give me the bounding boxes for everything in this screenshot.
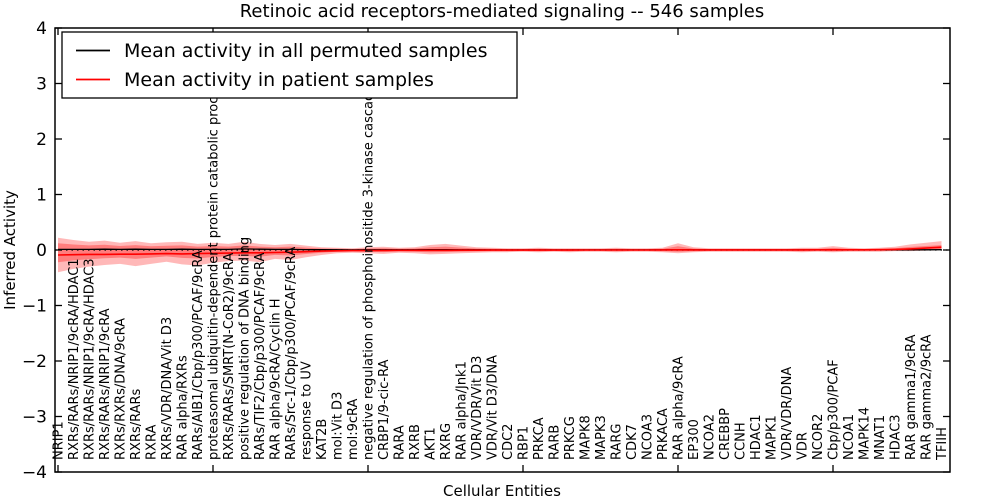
x-category-label: mol:Vit D3 bbox=[331, 392, 346, 460]
y-tick-label: 3 bbox=[36, 75, 47, 95]
x-category-label: TFIIH bbox=[935, 427, 950, 461]
x-category-label: negative regulation of phosphoinositide … bbox=[362, 85, 377, 460]
band-inner bbox=[58, 243, 942, 263]
y-axis-label: Inferred Activity bbox=[1, 190, 19, 310]
legend: Mean activity in all permuted samples Mea… bbox=[61, 31, 518, 99]
y-tick-label: −4 bbox=[22, 463, 47, 483]
x-category-label: RAR alpha/9cRA/Cyclin H bbox=[269, 299, 284, 460]
x-category-label: VDR/VDR/Vit D3 bbox=[470, 356, 485, 460]
x-category-label: RARB bbox=[548, 425, 563, 460]
x-category-label: RXRs/VDR/DNA/Vit D3 bbox=[160, 317, 175, 460]
x-category-label: RXRs/RARs/SMRT(N-CoR2)/9cRA bbox=[222, 253, 237, 460]
x-category-label: PRKACA bbox=[656, 408, 671, 460]
x-category-label: MAPK3 bbox=[594, 415, 609, 460]
x-category-label: RAR gamma1/9cRA bbox=[904, 334, 919, 460]
x-category-label: NRIP1 bbox=[52, 421, 67, 460]
x-category-label: NCOA2 bbox=[703, 414, 718, 460]
x-category-label: MAPK1 bbox=[765, 415, 780, 460]
x-category-label: RXRs/RARs/NRIP1/9cRA bbox=[98, 308, 113, 460]
x-category-label: CDK7 bbox=[625, 424, 640, 460]
band-outer bbox=[58, 237, 942, 273]
x-category-label: response to UV bbox=[300, 361, 315, 460]
x-category-label: RARs/TIF2/Cbp/p300/PCAF/9cRA bbox=[253, 253, 268, 460]
y-tick-label: −3 bbox=[22, 408, 47, 428]
x-category-label: KAT2B bbox=[315, 419, 330, 460]
y-tick-label: −2 bbox=[22, 352, 47, 372]
x-category-label: HDAC1 bbox=[749, 414, 764, 460]
patient-mean-line bbox=[57, 246, 942, 256]
x-category-label: MAPK14 bbox=[858, 407, 873, 460]
x-category-label: CCNH bbox=[734, 422, 749, 460]
x-category-label: positive regulation of DNA binding bbox=[238, 237, 253, 460]
x-category-label: EP300 bbox=[687, 419, 702, 460]
x-category-label: RXRB bbox=[408, 424, 423, 460]
chart-title: Retinoic acid receptors-mediated signali… bbox=[240, 1, 765, 22]
x-category-label: VDR/Vit D3/DNA bbox=[486, 355, 501, 460]
x-category-label: RXRs/RARs/NRIP1/9cRA/HDAC1 bbox=[67, 258, 82, 460]
y-tick-label: 2 bbox=[36, 130, 47, 150]
x-category-label: CRBP1/9-cic-RA bbox=[377, 359, 392, 460]
x-category-label: VDR/VDR/DNA bbox=[780, 367, 795, 460]
x-category-label: RXRs/RARs bbox=[129, 388, 144, 460]
y-tick-label: −1 bbox=[22, 297, 47, 317]
x-category-label: MNAT1 bbox=[873, 415, 888, 460]
y-tick-label: 4 bbox=[36, 19, 47, 39]
x-category-label: MAPK8 bbox=[579, 415, 594, 460]
x-category-label: VDR bbox=[796, 432, 811, 460]
axis-ticks: 4 3 2 1 0 −1 −2 −3 −4 bbox=[22, 19, 950, 483]
x-category-label: NCOA3 bbox=[641, 414, 656, 460]
x-category-label: RAR alpha/Jnk1 bbox=[455, 361, 470, 460]
x-category-label: NCOR2 bbox=[811, 414, 826, 460]
uncertainty-bands bbox=[58, 237, 942, 273]
series-lines bbox=[57, 246, 942, 256]
x-category-label: NCOA1 bbox=[842, 414, 857, 460]
x-category-label: proteasomal ubiquitin-dependent protein … bbox=[207, 75, 222, 460]
x-category-label: CREBBP bbox=[718, 408, 733, 460]
x-category-label: RARs/Src-1/Cbp/p300/PCAF/9cRA bbox=[284, 247, 299, 460]
x-category-label: RAR alpha/9cRA bbox=[672, 356, 687, 460]
x-category-label: CDC2 bbox=[501, 424, 516, 460]
legend-label: Mean activity in patient samples bbox=[124, 69, 434, 91]
x-category-label: PRKCA bbox=[532, 417, 547, 460]
x-category-label: AKT1 bbox=[424, 427, 439, 460]
y-tick-label: 0 bbox=[36, 241, 47, 261]
x-category-label: RAR gamma2/9cRA bbox=[920, 334, 935, 460]
y-tick-label: 1 bbox=[36, 186, 47, 206]
x-category-label: PRKCG bbox=[563, 416, 578, 460]
x-category-label: Cbp/p300/PCAF bbox=[827, 359, 842, 460]
x-category-label: HDAC3 bbox=[889, 414, 904, 460]
x-axis-label: Cellular Entities bbox=[443, 482, 561, 500]
x-category-label: RARA bbox=[393, 425, 408, 460]
x-category-label: RARs/AIB1/Cbp/p300/PCAF/9cRA bbox=[191, 250, 206, 460]
legend-box bbox=[61, 31, 518, 99]
x-category-label: RARG bbox=[610, 423, 625, 460]
x-category-label: RXRG bbox=[439, 423, 454, 460]
x-category-labels: NRIP1 RXRs/RARs/NRIP1/9cRA/HDAC1 RXRs/RARs… bbox=[52, 75, 951, 461]
x-category-label: RXRs/RARs/NRIP1/9cRA/HDAC3 bbox=[83, 258, 98, 460]
x-category-label: RXRs/RXRs/DNA/9cRA bbox=[114, 318, 129, 460]
x-category-label: RXRA bbox=[145, 425, 160, 460]
x-category-label: RAR alpha/RXRs bbox=[176, 355, 191, 460]
x-category-label: RBP1 bbox=[517, 426, 532, 460]
x-category-label: mol:9cRA bbox=[346, 398, 361, 460]
legend-label: Mean activity in all permuted samples bbox=[124, 40, 487, 62]
